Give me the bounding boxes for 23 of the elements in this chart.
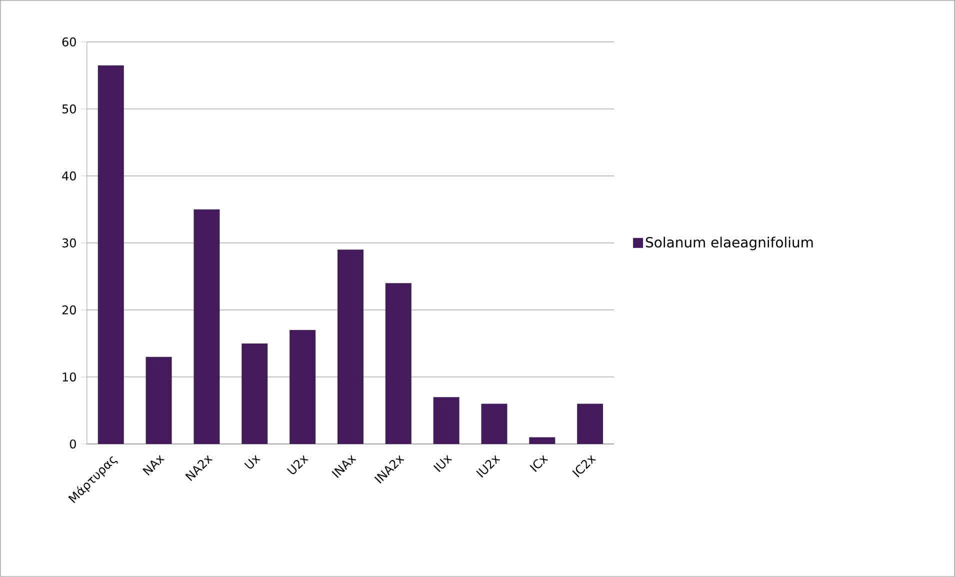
bar [337,250,364,444]
bar [98,65,124,444]
bar [146,356,172,444]
x-tick-label: IUx [433,455,452,472]
bar [385,283,412,444]
bar [529,437,556,444]
bar [433,397,460,444]
bar [194,209,220,444]
x-tick-label: U2x [286,455,309,474]
x-tick-label: ICx [530,455,548,472]
y-tick-label: 10 [62,372,76,382]
bar [577,404,604,444]
y-tick-label: 50 [62,104,76,114]
y-tick-label: 60 [62,37,76,46]
y-tick-label: 0 [70,440,76,449]
x-tick-label: Ux [244,455,261,469]
y-tick-label: 30 [62,238,76,248]
legend-label: Solanum elaeagnifolium [646,236,813,250]
bar [481,404,508,444]
y-tick-label: 40 [62,171,76,180]
y-tick-label: 20 [62,305,76,315]
bar [290,330,316,444]
bar [242,344,268,444]
